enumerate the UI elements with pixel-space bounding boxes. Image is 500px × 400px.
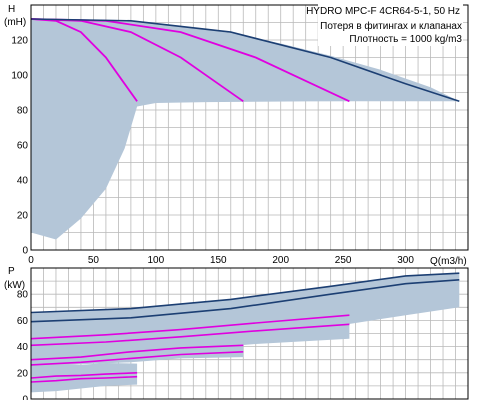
power-curve-magenta-1 [30, 314, 350, 340]
head-curves [30, 18, 460, 240]
head-curve-4 [30, 18, 460, 103]
head-y-tick-label: 0 [22, 246, 28, 257]
power-axis-unit: (kW) [4, 280, 25, 291]
head-tick-labels: 0 20 40 60 80 100 120 0 50 100 150 200 250 300 [11, 36, 414, 267]
flow-x-tick-label: 0 [28, 255, 34, 266]
head-y-tick-label: 100 [11, 71, 28, 82]
flow-x-tick-label: 250 [335, 255, 352, 266]
head-panel: 0 20 40 60 80 100 120 0 50 100 150 200 250 300 H (mH)… [4, 4, 469, 267]
power-axis-label: P [8, 266, 15, 277]
head-y-tick-label: 120 [11, 36, 28, 47]
flow-x-tick-label: 150 [210, 255, 227, 266]
power-y-tick-label: 80 [17, 290, 29, 301]
note-density: Плотность = 1000 kg/m3 [349, 34, 462, 45]
power-curve-magenta-5 [30, 372, 138, 379]
chart-title: HYDRO MPC-F 4CR64-5-1, 50 Hz [306, 6, 460, 17]
power-curve-magenta-4 [30, 351, 244, 366]
operating-envelope [31, 19, 460, 240]
head-axis-unit: (mH) [4, 17, 26, 28]
power-y-tick-label: 20 [17, 368, 29, 379]
flow-axis-label: Q(m3/h) [430, 256, 467, 267]
power-panel: 0 20 40 60 80 P (kW) [4, 266, 469, 400]
flow-x-tick-label: 50 [88, 255, 100, 266]
power-band-1 [31, 363, 138, 393]
power-y-tick-label: 60 [17, 316, 29, 327]
head-y-tick-label: 60 [17, 141, 29, 152]
power-curve-magenta-6 [30, 375, 138, 383]
power-curve-dark-2 [30, 279, 460, 323]
power-y-tick-label: 0 [22, 395, 28, 400]
power-curve-magenta-2 [30, 323, 350, 347]
note-losses: Потеря в фитингах и клапанах [320, 20, 462, 32]
legend-box [318, 4, 463, 46]
head-y-tick-label: 20 [17, 211, 29, 222]
flow-x-tick-label: 200 [272, 255, 289, 266]
head-plot-frame [30, 4, 469, 251]
flow-x-tick-label: 100 [148, 255, 165, 266]
power-y-tick-label: 40 [17, 342, 29, 353]
flow-x-tick-label: 300 [397, 255, 414, 266]
power-tick-labels: 0 20 40 60 80 [17, 290, 29, 400]
power-curve-dark-1 [30, 272, 460, 314]
power-curve-magenta-3 [30, 344, 244, 361]
power-curves [30, 272, 460, 393]
power-plot-frame [30, 267, 469, 400]
head-axis-label: H [8, 4, 15, 15]
head-y-tick-label: 40 [17, 176, 29, 187]
head-y-tick-label: 80 [17, 106, 29, 117]
